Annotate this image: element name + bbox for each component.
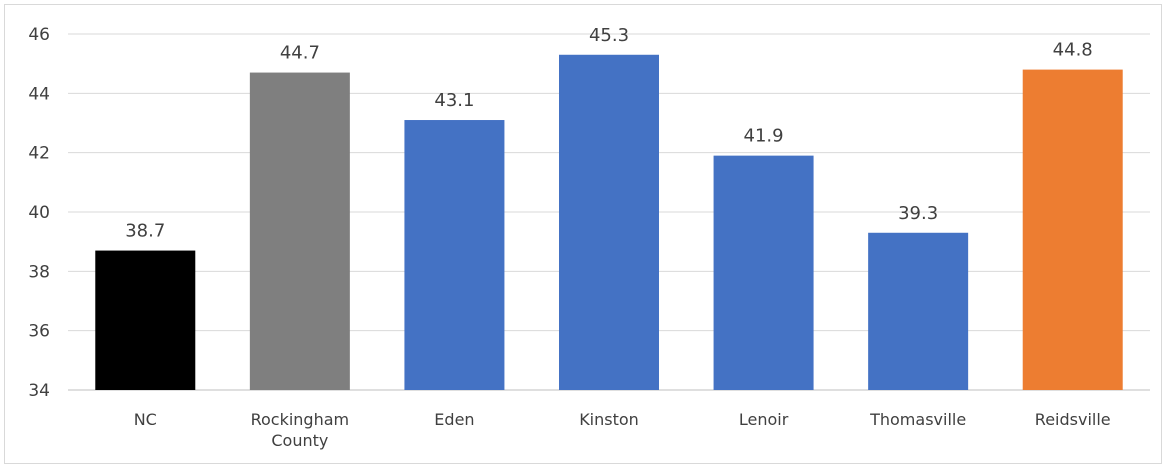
y-tick-label: 46 bbox=[28, 25, 50, 45]
x-tick-label-line: Thomasville bbox=[869, 410, 966, 429]
bar bbox=[95, 250, 196, 390]
bar bbox=[868, 232, 969, 390]
y-tick-label: 36 bbox=[28, 322, 50, 342]
x-tick-label: Thomasville bbox=[869, 410, 966, 429]
bar bbox=[404, 120, 505, 391]
data-label: 38.7 bbox=[125, 221, 165, 242]
x-tick-label: Reidsville bbox=[1035, 410, 1111, 429]
x-tick-label-line: Reidsville bbox=[1035, 410, 1111, 429]
data-label: 39.3 bbox=[898, 203, 938, 224]
x-tick-label: Eden bbox=[434, 410, 474, 429]
bar bbox=[559, 54, 659, 391]
data-label: 44.8 bbox=[1053, 40, 1093, 61]
x-axis-labels: NC Rockingham County Eden Kinston Lenoir Thoma… bbox=[134, 410, 1111, 450]
data-labels: 38.7 44.7 43.1 45.3 41.9 39.3 44.8 bbox=[125, 25, 1093, 242]
x-tick-label-line: County bbox=[271, 431, 328, 450]
x-tick-label-line: Kinston bbox=[579, 410, 639, 429]
x-tick-label-line: NC bbox=[134, 410, 157, 429]
x-tick-label-line: Eden bbox=[434, 410, 474, 429]
bar bbox=[249, 72, 350, 391]
x-tick-label: NC bbox=[134, 410, 157, 429]
bars bbox=[95, 54, 1123, 391]
bar bbox=[1022, 69, 1123, 390]
x-tick-label: Rockingham County bbox=[251, 410, 350, 450]
x-tick-label: Kinston bbox=[579, 410, 639, 429]
y-tick-label: 38 bbox=[28, 262, 50, 282]
x-tick-label-line: Lenoir bbox=[739, 410, 789, 429]
x-tick-label-line: Rockingham bbox=[251, 410, 350, 429]
y-tick-label: 34 bbox=[28, 381, 50, 401]
data-label: 43.1 bbox=[434, 90, 474, 111]
y-tick-label: 42 bbox=[28, 144, 50, 164]
data-label: 41.9 bbox=[744, 126, 784, 147]
data-label: 45.3 bbox=[589, 25, 629, 46]
data-label: 44.7 bbox=[280, 43, 320, 64]
y-axis-ticks: 34 36 38 40 42 44 46 bbox=[28, 25, 50, 401]
y-tick-label: 40 bbox=[28, 203, 50, 223]
y-tick-label: 44 bbox=[28, 84, 50, 104]
bar bbox=[713, 155, 814, 390]
x-tick-label: Lenoir bbox=[739, 410, 789, 429]
